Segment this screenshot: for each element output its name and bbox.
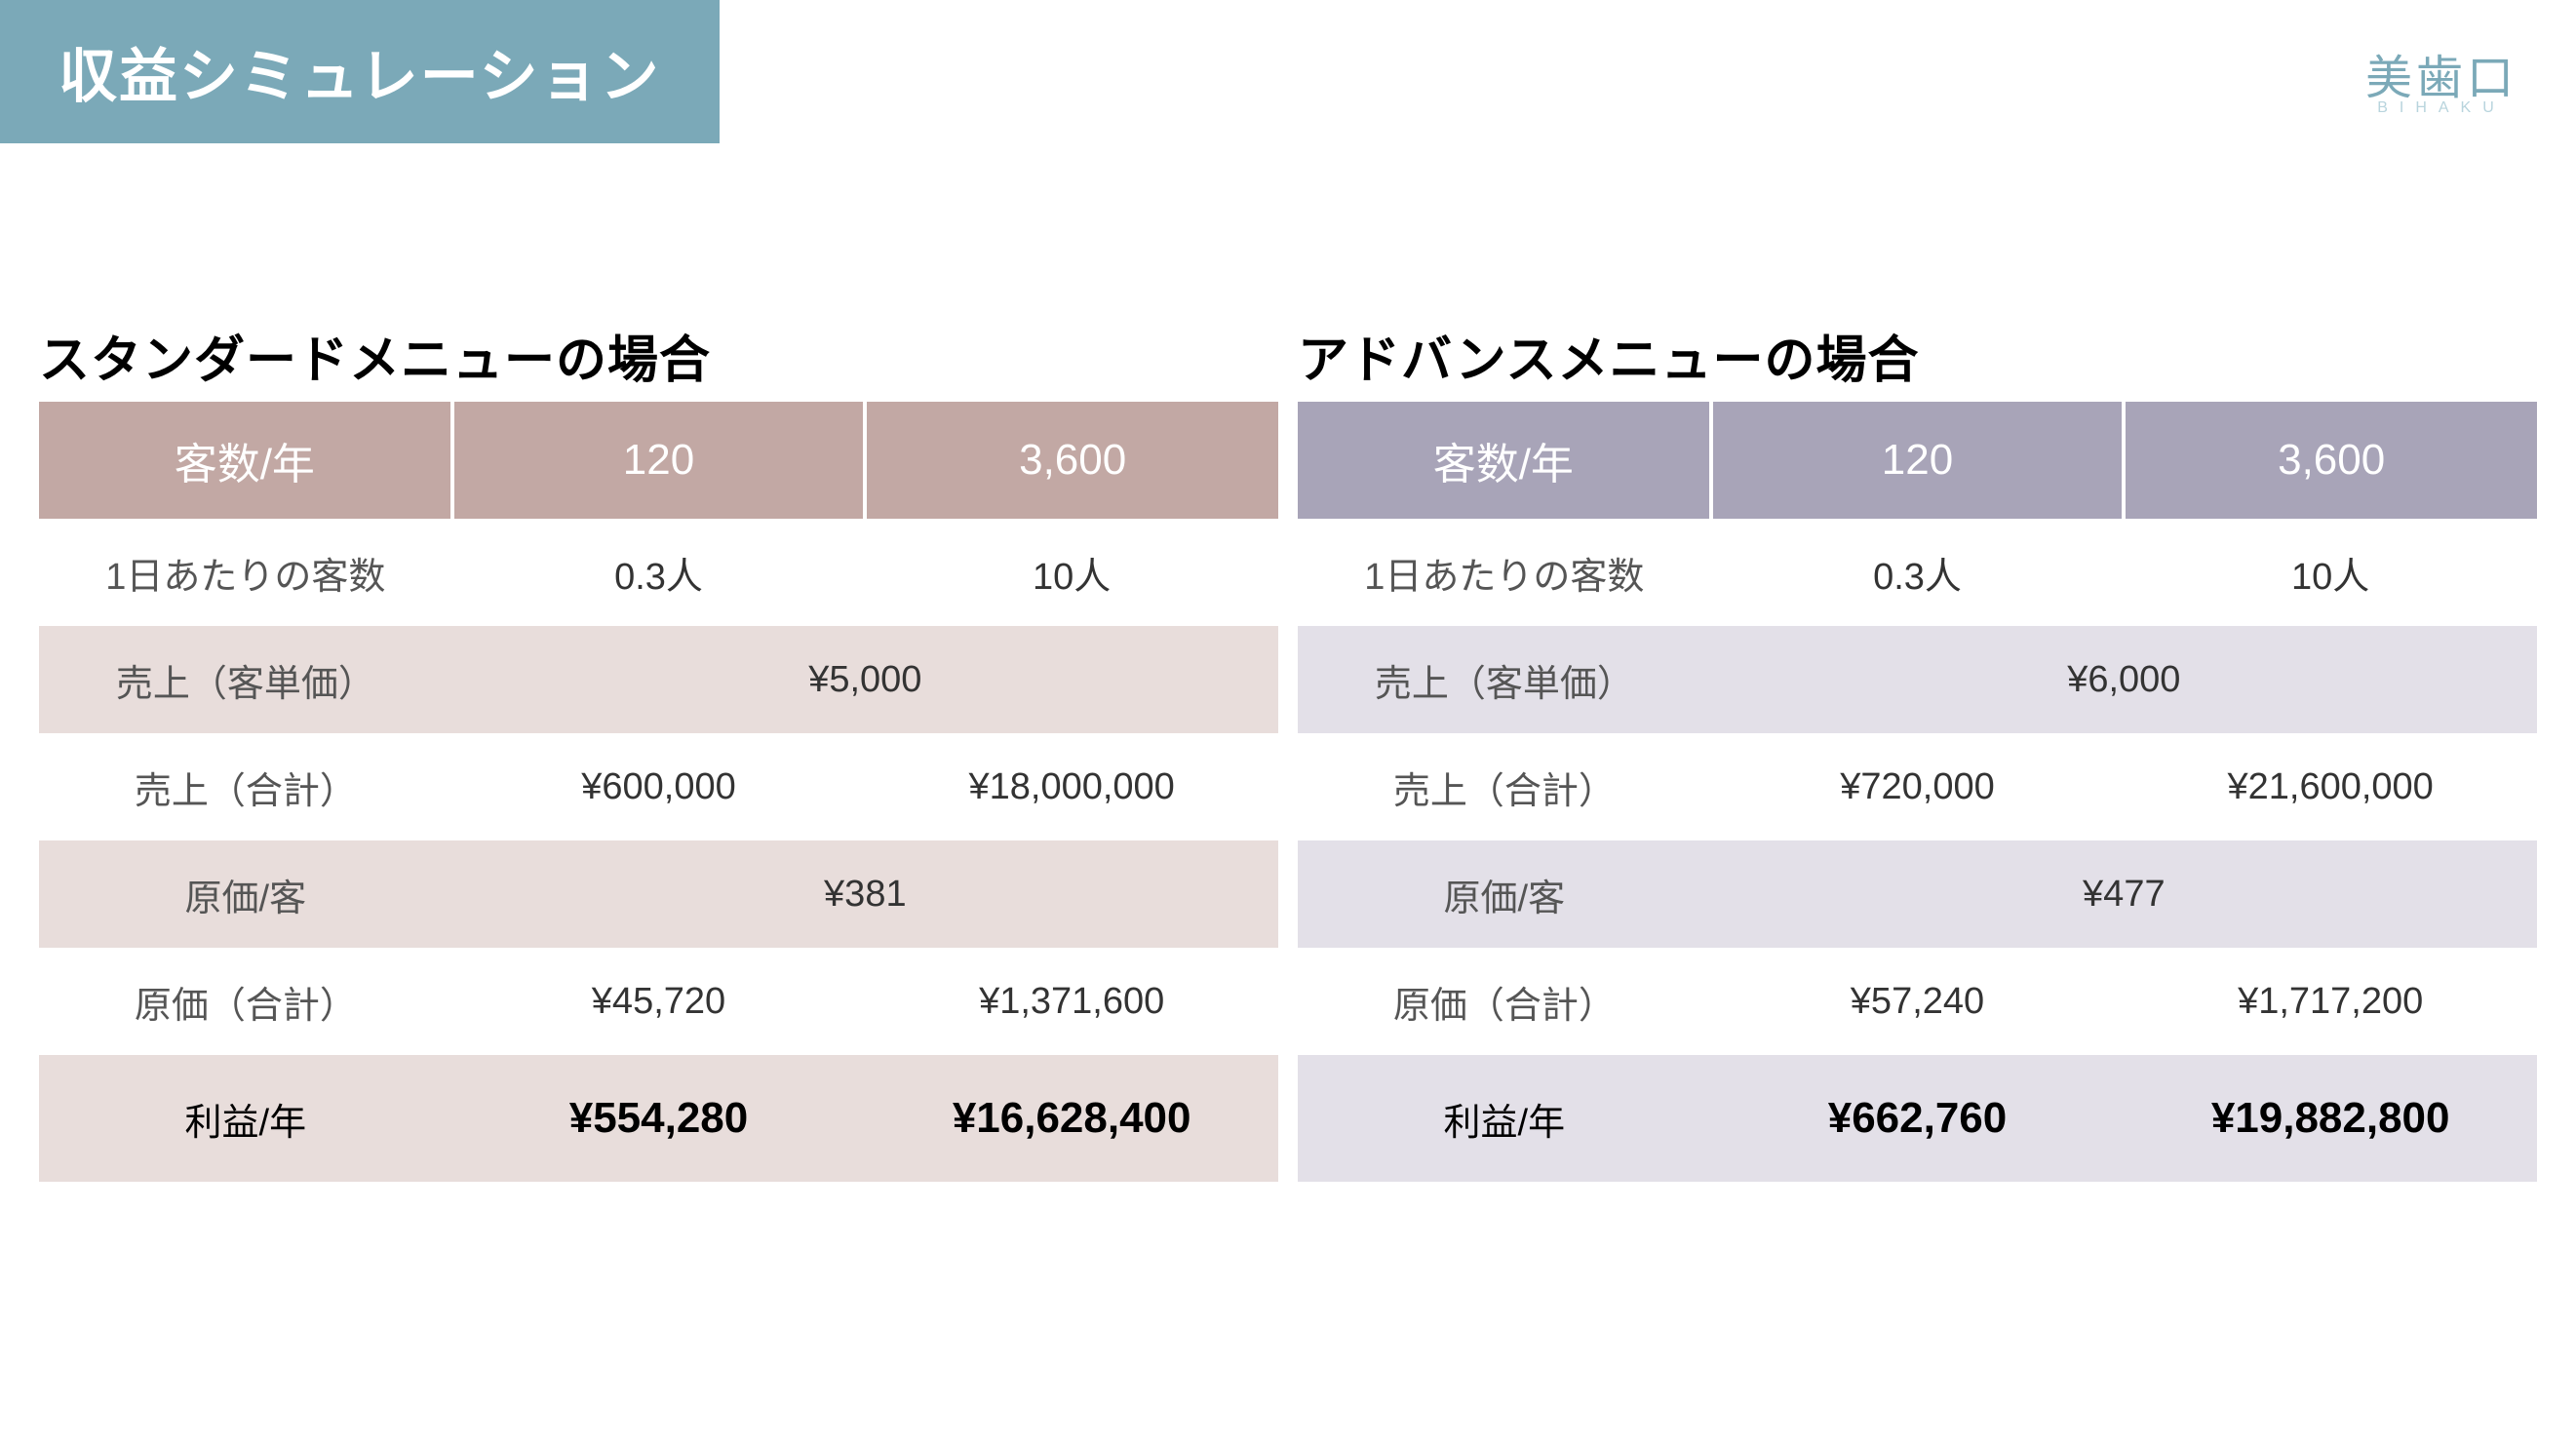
header-val-3600: 3,600 xyxy=(865,402,1278,519)
page-title: 収益シミュレーション xyxy=(59,44,661,109)
cell-value-merged: ¥5,000 xyxy=(452,626,1278,733)
table-header-row: 客数/年 120 3,600 xyxy=(1298,402,2537,519)
row-label-customers-day: 1日あたりの客数 xyxy=(1298,519,1711,626)
table-row-profit: 利益/年 ¥662,760 ¥19,882,800 xyxy=(1298,1055,2537,1182)
row-label-cost-total: 原価（合計） xyxy=(1298,948,1711,1055)
table-row: 原価（合計） ¥45,720 ¥1,371,600 xyxy=(39,948,1278,1055)
cell-value-profit: ¥16,628,400 xyxy=(865,1055,1278,1182)
row-label-profit: 利益/年 xyxy=(39,1055,452,1182)
advance-table: 客数/年 120 3,600 1日あたりの客数 0.3人 10人 売上（客単価）… xyxy=(1298,402,2537,1182)
header-customers-year: 客数/年 xyxy=(39,402,452,519)
row-label-customers-day: 1日あたりの客数 xyxy=(39,519,452,626)
cell-value: ¥1,371,600 xyxy=(865,948,1278,1055)
row-label-sales-total: 売上（合計） xyxy=(39,733,452,840)
cell-value: ¥600,000 xyxy=(452,733,866,840)
cell-value: ¥57,240 xyxy=(1711,948,2125,1055)
table-row: 1日あたりの客数 0.3人 10人 xyxy=(1298,519,2537,626)
header-val-3600: 3,600 xyxy=(2124,402,2537,519)
cell-value-profit: ¥554,280 xyxy=(452,1055,866,1182)
cell-value-merged: ¥381 xyxy=(452,840,1278,948)
standard-table: 客数/年 120 3,600 1日あたりの客数 0.3人 10人 売上（客単価）… xyxy=(39,402,1278,1182)
row-label-sales-unit: 売上（客単価） xyxy=(1298,626,1711,733)
row-label-sales-unit: 売上（客単価） xyxy=(39,626,452,733)
table-row: 原価/客 ¥381 xyxy=(39,840,1278,948)
cell-value: ¥720,000 xyxy=(1711,733,2125,840)
cell-value-merged: ¥6,000 xyxy=(1711,626,2537,733)
cell-value: ¥1,717,200 xyxy=(2124,948,2537,1055)
page-title-banner: 収益シミュレーション xyxy=(0,0,720,143)
table-header-row: 客数/年 120 3,600 xyxy=(39,402,1278,519)
brand-logo: 美歯口 BIHAKU xyxy=(2365,39,2517,117)
cell-value: 10人 xyxy=(865,519,1278,626)
row-label-sales-total: 売上（合計） xyxy=(1298,733,1711,840)
table-row: 原価（合計） ¥57,240 ¥1,717,200 xyxy=(1298,948,2537,1055)
cell-value-profit: ¥662,760 xyxy=(1711,1055,2125,1182)
cell-value: 0.3人 xyxy=(452,519,866,626)
logo-sub: BIHAKU xyxy=(2365,99,2517,117)
cell-value: 0.3人 xyxy=(1711,519,2125,626)
table-row-profit: 利益/年 ¥554,280 ¥16,628,400 xyxy=(39,1055,1278,1182)
content-area: スタンダードメニューの場合 客数/年 120 3,600 1日あたりの客数 0.… xyxy=(0,319,2576,1182)
cell-value: ¥45,720 xyxy=(452,948,866,1055)
header-val-120: 120 xyxy=(1711,402,2125,519)
cell-value-merged: ¥477 xyxy=(1711,840,2537,948)
standard-table-title: スタンダードメニューの場合 xyxy=(39,319,1278,392)
advance-table-title: アドバンスメニューの場合 xyxy=(1298,319,2537,392)
cell-value: 10人 xyxy=(2124,519,2537,626)
row-label-cost-unit: 原価/客 xyxy=(39,840,452,948)
header-customers-year: 客数/年 xyxy=(1298,402,1711,519)
header-val-120: 120 xyxy=(452,402,866,519)
logo-main: 美歯口 xyxy=(2365,39,2517,107)
table-row: 1日あたりの客数 0.3人 10人 xyxy=(39,519,1278,626)
row-label-cost-total: 原価（合計） xyxy=(39,948,452,1055)
standard-table-section: スタンダードメニューの場合 客数/年 120 3,600 1日あたりの客数 0.… xyxy=(39,319,1278,1182)
cell-value: ¥21,600,000 xyxy=(2124,733,2537,840)
cell-value: ¥18,000,000 xyxy=(865,733,1278,840)
table-row: 売上（客単価） ¥5,000 xyxy=(39,626,1278,733)
row-label-profit: 利益/年 xyxy=(1298,1055,1711,1182)
table-row: 売上（客単価） ¥6,000 xyxy=(1298,626,2537,733)
cell-value-profit: ¥19,882,800 xyxy=(2124,1055,2537,1182)
table-row: 売上（合計） ¥720,000 ¥21,600,000 xyxy=(1298,733,2537,840)
advance-table-section: アドバンスメニューの場合 客数/年 120 3,600 1日あたりの客数 0.3… xyxy=(1298,319,2537,1182)
table-row: 売上（合計） ¥600,000 ¥18,000,000 xyxy=(39,733,1278,840)
table-row: 原価/客 ¥477 xyxy=(1298,840,2537,948)
row-label-cost-unit: 原価/客 xyxy=(1298,840,1711,948)
